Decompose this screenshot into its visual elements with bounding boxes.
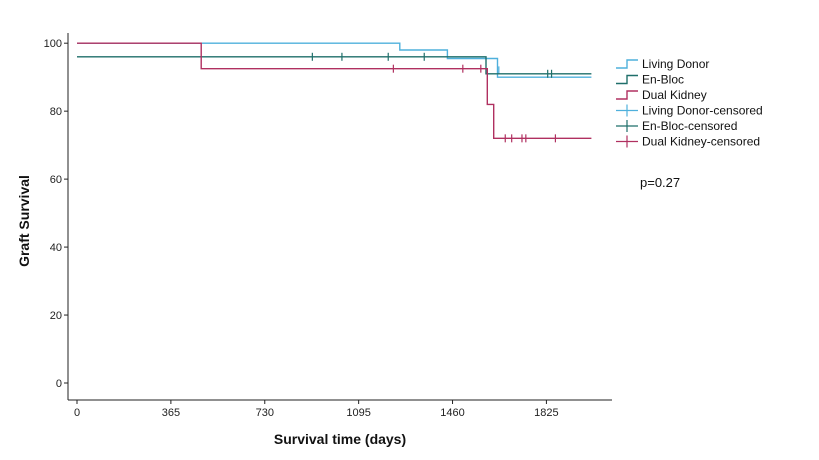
y-tick-label: 0 xyxy=(56,378,62,390)
legend-line-swatch xyxy=(616,59,638,69)
series-line xyxy=(77,42,592,140)
y-axis-title: Graft Survival xyxy=(16,175,32,267)
x-tick-label: 365 xyxy=(162,407,180,419)
legend-label: Dual Kidney-censored xyxy=(642,135,760,149)
y-tick-label: 40 xyxy=(50,242,62,254)
x-tick-label: 1825 xyxy=(534,407,558,419)
legend-label: Living Donor xyxy=(642,57,709,71)
x-tick-label: 1095 xyxy=(346,407,370,419)
y-tick-label: 20 xyxy=(50,310,62,322)
legend-entry: En-Bloc-censored xyxy=(616,119,737,133)
legend-entry: Living Donor xyxy=(616,57,709,71)
legend-label: Living Donor-censored xyxy=(642,104,763,118)
legend-label: En-Bloc-censored xyxy=(642,119,737,133)
x-tick-label: 0 xyxy=(74,407,80,419)
series-line xyxy=(77,56,592,75)
series-line xyxy=(77,42,592,78)
y-tick-label: 100 xyxy=(44,38,62,50)
legend-censor-swatch xyxy=(616,104,638,117)
y-tick-label: 80 xyxy=(50,106,62,118)
y-tick-label: 60 xyxy=(50,174,62,186)
legend-censor-swatch xyxy=(616,135,638,148)
legend-entry: Dual Kidney-censored xyxy=(616,135,760,149)
legend-line-swatch xyxy=(616,90,638,100)
p-value-annotation: p=0.27 xyxy=(640,175,680,190)
axes: 0 365 730 1095 1460 1825 0 20 40 60 80 100 xyxy=(44,33,612,419)
plot-area xyxy=(77,42,592,143)
legend-censor-swatch xyxy=(616,120,638,132)
legend-entry: En-Bloc xyxy=(616,73,684,87)
x-tick-label: 730 xyxy=(256,407,274,419)
legend-label: Dual Kidney xyxy=(642,88,707,102)
x-tick-label: 1460 xyxy=(440,407,464,419)
legend-label: En-Bloc xyxy=(642,73,684,87)
x-axis-title: Survival time (days) xyxy=(274,431,406,447)
legend-entry: Living Donor-censored xyxy=(616,104,763,118)
legend-entry: Dual Kidney xyxy=(616,88,707,102)
legend-line-swatch xyxy=(616,74,638,85)
